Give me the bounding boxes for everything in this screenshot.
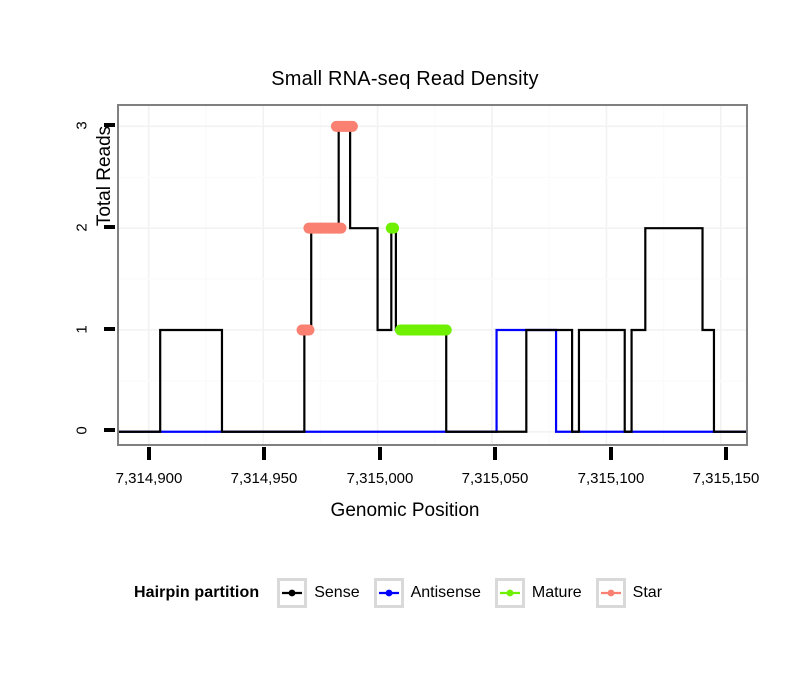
legend-key-star-icon: [595, 578, 626, 608]
x-tick-mark-5: [724, 447, 728, 460]
legend-label-mature: Mature: [531, 584, 582, 601]
legend-key-antisense-icon: [373, 578, 404, 608]
legend-entry-antisense[interactable]: Antisense: [373, 578, 481, 608]
gridlines: [119, 106, 746, 444]
plot-panel: [117, 104, 748, 446]
legend-label-star: Star: [632, 584, 663, 601]
y-tick-mark-1: [104, 327, 115, 331]
y-tick-label-1: 1: [73, 325, 91, 334]
legend-key-mature-icon: [494, 578, 525, 608]
x-tick-mark-1: [262, 447, 266, 460]
legend-entry-star[interactable]: Star: [595, 578, 663, 608]
plot-canvas: [119, 106, 746, 444]
x-tick-label-1: 7,314,950: [230, 470, 298, 487]
chart-title: Small RNA-seq Read Density: [271, 68, 539, 90]
legend-label-sense: Sense: [314, 584, 360, 601]
x-tick-label-5: 7,315,150: [692, 470, 760, 487]
x-tick-mark-4: [609, 447, 613, 460]
y-tick-mark-2: [104, 225, 115, 229]
x-tick-mark-2: [378, 447, 382, 460]
y-tick-label-3: 3: [73, 121, 91, 130]
legend-entry-sense[interactable]: Sense: [277, 578, 360, 608]
y-axis-label: Total Reads: [94, 125, 115, 227]
x-tick-label-0: 7,314,900: [115, 470, 183, 487]
legend: Hairpin partition Sense Antisense Mature…: [0, 578, 810, 608]
legend-key-sense-icon: [277, 578, 308, 608]
partition-annotations: [296, 120, 452, 336]
legend-entry-mature[interactable]: Mature: [494, 578, 582, 608]
x-tick-label-3: 7,315,050: [461, 470, 529, 487]
x-tick-mark-0: [147, 447, 151, 460]
x-tick-mark-3: [493, 447, 497, 460]
legend-label-antisense: Antisense: [410, 584, 481, 601]
x-tick-label-4: 7,315,100: [577, 470, 645, 487]
y-tick-mark-3: [104, 123, 115, 127]
y-tick-label-2: 2: [73, 223, 91, 232]
x-axis-label: Genomic Position: [330, 500, 480, 521]
y-tick-mark-0: [104, 428, 115, 432]
y-tick-label-0: 0: [73, 426, 91, 435]
x-tick-label-2: 7,315,000: [346, 470, 414, 487]
legend-title: Hairpin partition: [133, 584, 260, 601]
